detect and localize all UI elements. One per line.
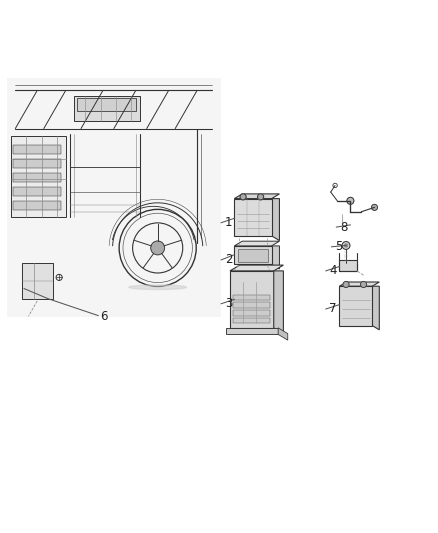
Circle shape [371,204,378,211]
Circle shape [342,241,350,249]
Bar [339,286,372,326]
Polygon shape [226,328,278,334]
Bar [339,260,357,271]
Polygon shape [234,194,279,199]
Bar [13,201,61,210]
Polygon shape [278,328,288,340]
Text: 1: 1 [225,216,232,229]
Circle shape [343,281,349,287]
Bar [11,136,66,217]
Text: 7: 7 [329,303,337,316]
Text: 8: 8 [340,221,347,233]
Circle shape [360,281,367,287]
Bar [74,95,140,121]
Bar [234,246,272,264]
Polygon shape [274,271,283,334]
Bar [77,98,136,111]
Bar [238,248,268,262]
Bar [230,271,274,328]
Polygon shape [234,241,279,246]
Polygon shape [230,265,283,271]
Text: 3: 3 [225,297,232,310]
Text: 4: 4 [329,264,337,277]
Bar [233,318,270,324]
Circle shape [240,194,246,200]
Bar [234,199,272,236]
Polygon shape [7,78,221,317]
Ellipse shape [129,285,187,289]
Bar [13,173,61,182]
Text: 6: 6 [100,310,107,324]
Bar [233,302,270,308]
Polygon shape [339,282,379,286]
Circle shape [347,197,354,204]
Circle shape [258,194,264,200]
Polygon shape [372,286,379,330]
Bar [233,295,270,300]
Polygon shape [272,199,279,240]
Bar [13,187,61,196]
Polygon shape [272,246,279,269]
Bar [22,263,53,298]
Circle shape [151,241,165,255]
Bar [233,310,270,316]
Bar [13,159,61,168]
Text: 2: 2 [225,253,232,266]
Bar [13,145,61,154]
Circle shape [344,244,348,247]
Text: 5: 5 [335,240,343,253]
